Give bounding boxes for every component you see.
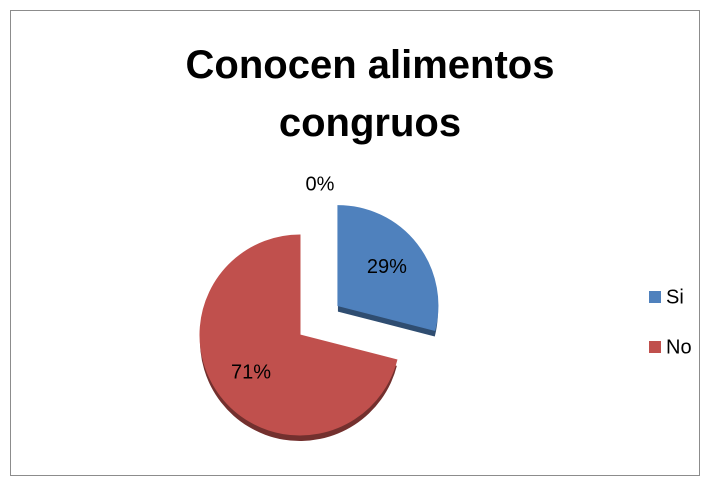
legend-label: No xyxy=(666,336,692,358)
legend-swatch xyxy=(649,341,661,353)
slice xyxy=(337,205,439,332)
data-label: 71% xyxy=(231,361,271,383)
data-label: 29% xyxy=(367,256,407,278)
legend-swatch xyxy=(649,291,661,303)
data-label: 0% xyxy=(306,173,335,195)
slice xyxy=(199,234,398,436)
chart-frame xyxy=(10,10,700,476)
chart-title: Conocen alimentos congruos xyxy=(185,43,555,145)
legend-label: Si xyxy=(666,286,684,308)
